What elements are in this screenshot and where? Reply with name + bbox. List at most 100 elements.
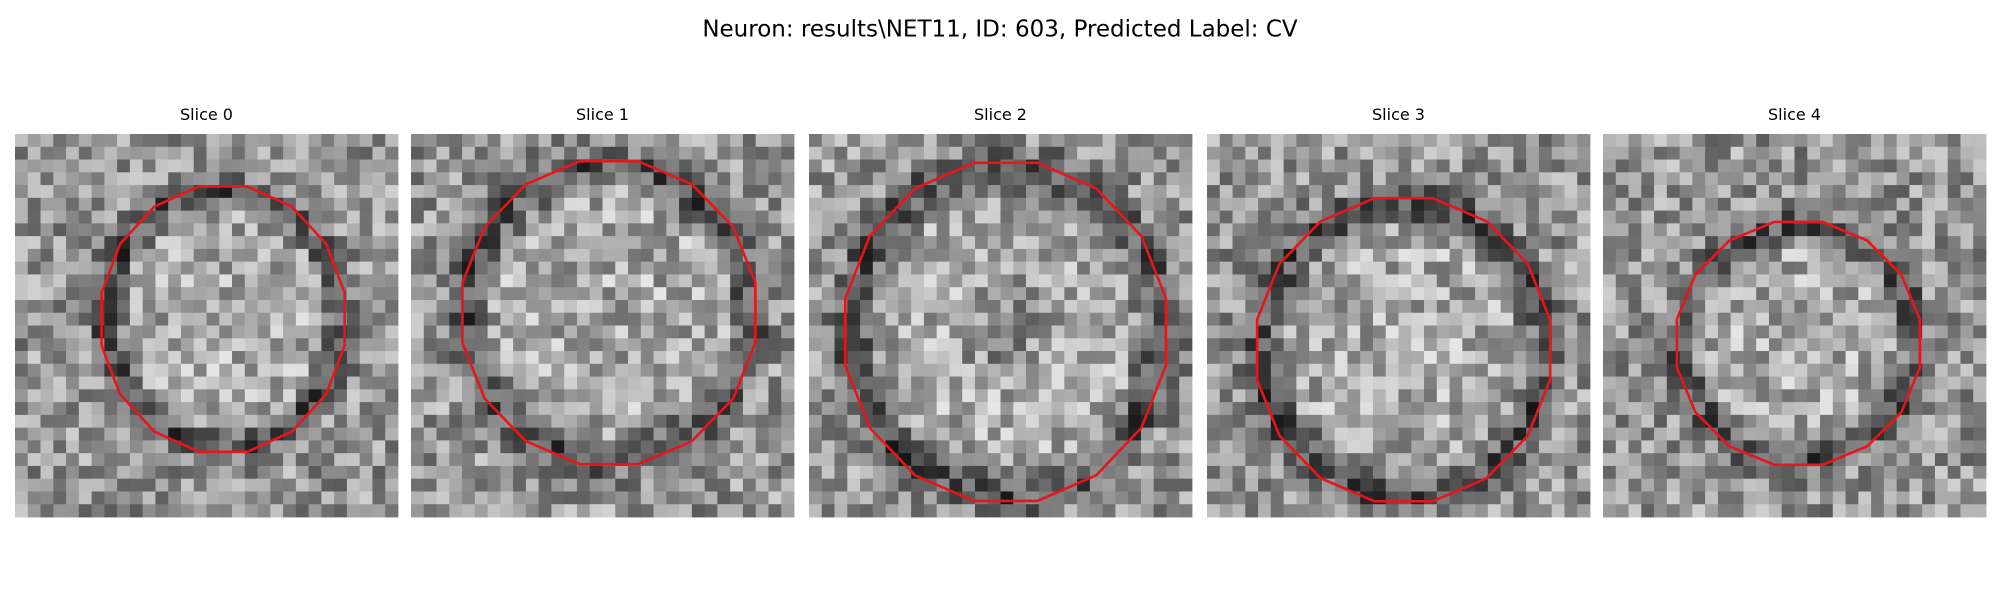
pixel <box>104 427 118 441</box>
pixel <box>860 274 874 288</box>
pixel <box>1140 223 1155 237</box>
pixel <box>1973 197 1987 211</box>
pixel <box>1564 146 1578 160</box>
pixel <box>1538 146 1553 160</box>
pixel <box>1000 223 1014 237</box>
pixel <box>40 504 54 518</box>
pixel <box>1347 402 1361 416</box>
pixel <box>576 414 591 429</box>
pixel <box>1794 223 1808 237</box>
pixel <box>117 465 131 480</box>
pixel <box>1705 287 1719 301</box>
pixel <box>872 376 886 390</box>
pixel <box>666 363 680 377</box>
pixel <box>962 325 976 339</box>
pixel <box>1296 287 1310 301</box>
pixel <box>142 172 156 186</box>
pixel <box>1896 134 1910 148</box>
pixel <box>1794 312 1808 326</box>
pixel <box>462 146 476 160</box>
pixel <box>1551 478 1565 492</box>
pixel <box>193 453 207 467</box>
pixel <box>885 478 899 492</box>
panel-title: Slice 3 <box>1372 105 1425 124</box>
pixel <box>538 427 552 441</box>
pixel <box>1449 453 1463 467</box>
pixel <box>1628 325 1642 339</box>
pixel <box>1347 210 1361 224</box>
pixel <box>1102 465 1116 480</box>
pixel <box>1321 185 1336 199</box>
pixel <box>1115 299 1129 314</box>
pixel <box>1411 440 1425 454</box>
pixel <box>15 389 29 403</box>
pixel <box>40 363 54 377</box>
pixel <box>513 465 527 480</box>
pixel <box>1334 299 1348 314</box>
pixel <box>1551 134 1565 148</box>
pixel <box>1934 389 1949 403</box>
pixel <box>1283 159 1297 173</box>
pixel <box>219 312 233 326</box>
pixel <box>962 248 976 263</box>
pixel <box>117 197 131 211</box>
pixel <box>423 312 437 326</box>
pixel <box>1820 236 1834 250</box>
pixel <box>730 312 744 326</box>
pixel <box>206 453 220 467</box>
pixel <box>232 325 246 339</box>
pixel <box>1960 197 1974 211</box>
pixel <box>346 287 361 301</box>
pixel <box>359 376 373 390</box>
pixel <box>538 376 552 390</box>
pixel <box>525 453 540 467</box>
pixel <box>911 478 925 492</box>
pixel <box>1309 312 1323 326</box>
pixel <box>283 146 297 160</box>
pixel <box>860 185 874 199</box>
pixel <box>551 197 565 211</box>
pixel <box>1064 363 1078 377</box>
pixel <box>232 134 246 148</box>
pixel <box>1038 197 1052 211</box>
pixel <box>474 363 488 377</box>
pixel <box>1385 185 1399 199</box>
pixel <box>1934 223 1949 237</box>
pixel <box>1641 414 1655 429</box>
pixel <box>244 172 258 186</box>
pixel <box>564 478 578 492</box>
pixel <box>436 146 450 160</box>
pixel <box>1245 134 1259 148</box>
pixel <box>704 402 718 416</box>
pixel <box>1756 427 1770 441</box>
pixel <box>1140 274 1155 288</box>
pixel <box>372 274 386 288</box>
pixel <box>704 325 718 339</box>
pixel <box>53 223 67 237</box>
pixel <box>1500 351 1514 365</box>
pixel <box>206 134 220 148</box>
pixel <box>500 465 514 480</box>
pixel <box>449 312 463 326</box>
pixel <box>1309 159 1323 173</box>
pixel <box>885 325 899 339</box>
pixel <box>1896 172 1910 186</box>
pixel <box>1577 376 1591 390</box>
pixel <box>1219 414 1233 429</box>
pixel <box>1743 287 1757 301</box>
panel-title: Slice 1 <box>576 105 629 124</box>
pixel <box>1947 402 1961 416</box>
pixel <box>949 453 963 467</box>
pixel <box>500 351 514 365</box>
pixel <box>1436 453 1450 467</box>
pixel <box>15 427 29 441</box>
pixel <box>1115 465 1129 480</box>
pixel <box>653 465 667 480</box>
pixel <box>872 146 886 160</box>
pixel <box>1102 351 1116 365</box>
pixel <box>129 414 144 429</box>
pixel <box>640 274 654 288</box>
pixel <box>270 478 284 492</box>
pixel <box>1013 185 1027 199</box>
pixel <box>78 351 92 365</box>
